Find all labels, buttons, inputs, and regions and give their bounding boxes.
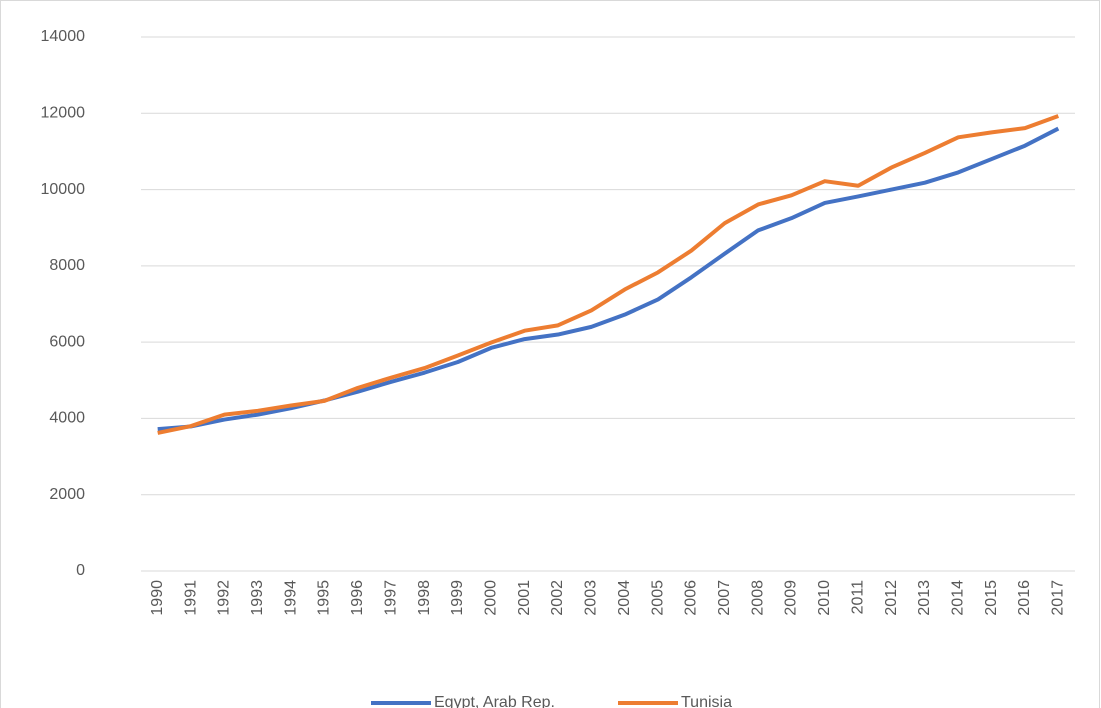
y-tick-label: 0 <box>76 562 85 579</box>
x-tick-label: 2000 <box>482 580 499 616</box>
x-tick-label: 2002 <box>549 580 566 616</box>
y-tick-label: 6000 <box>49 333 85 350</box>
x-tick-label: 2016 <box>1016 580 1033 616</box>
x-tick-label: 1997 <box>382 580 399 616</box>
x-tick-label: 1994 <box>282 580 299 616</box>
y-tick-label: 2000 <box>49 486 85 503</box>
x-tick-label: 2014 <box>949 580 966 616</box>
x-tick-label: 1990 <box>149 580 166 616</box>
x-tick-label: 2015 <box>983 580 1000 616</box>
x-tick-label: 2013 <box>916 580 933 616</box>
x-tick-label: 2011 <box>849 580 866 615</box>
x-tick-label: 2012 <box>883 580 900 616</box>
x-tick-label: 2017 <box>1050 580 1067 616</box>
x-tick-label: 2008 <box>749 580 766 616</box>
x-tick-label: 2003 <box>583 580 600 616</box>
x-tick-label: 1995 <box>316 580 333 616</box>
x-tick-label: 2007 <box>716 580 733 616</box>
x-tick-label: 1998 <box>416 580 433 616</box>
x-tick-label: 2009 <box>783 580 800 616</box>
y-tick-label: 10000 <box>41 181 86 198</box>
x-tick-label: 2001 <box>516 580 533 616</box>
x-tick-label: 2004 <box>616 580 633 616</box>
x-tick-label: 2006 <box>683 580 700 616</box>
y-tick-label: 12000 <box>41 105 86 122</box>
x-tick-label: 1991 <box>182 580 199 616</box>
series-line <box>157 126 1060 432</box>
x-tick-label: 1996 <box>349 580 366 616</box>
x-tick-label: 1993 <box>249 580 266 616</box>
x-tick-label: 2005 <box>649 580 666 616</box>
y-tick-label: 14000 <box>41 28 86 45</box>
series-line <box>157 114 1060 435</box>
legend-label: Tunisia <box>681 694 732 708</box>
x-tick-label: 1999 <box>449 580 466 616</box>
x-tick-label: 2010 <box>816 580 833 616</box>
y-tick-label: 8000 <box>49 257 85 274</box>
legend-label: Egypt, Arab Rep. <box>434 694 555 708</box>
y-tick-label: 4000 <box>49 410 85 427</box>
x-tick-label: 1992 <box>216 580 233 616</box>
